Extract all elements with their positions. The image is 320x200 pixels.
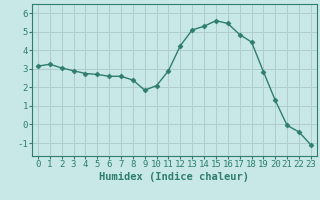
X-axis label: Humidex (Indice chaleur): Humidex (Indice chaleur) <box>100 172 249 182</box>
